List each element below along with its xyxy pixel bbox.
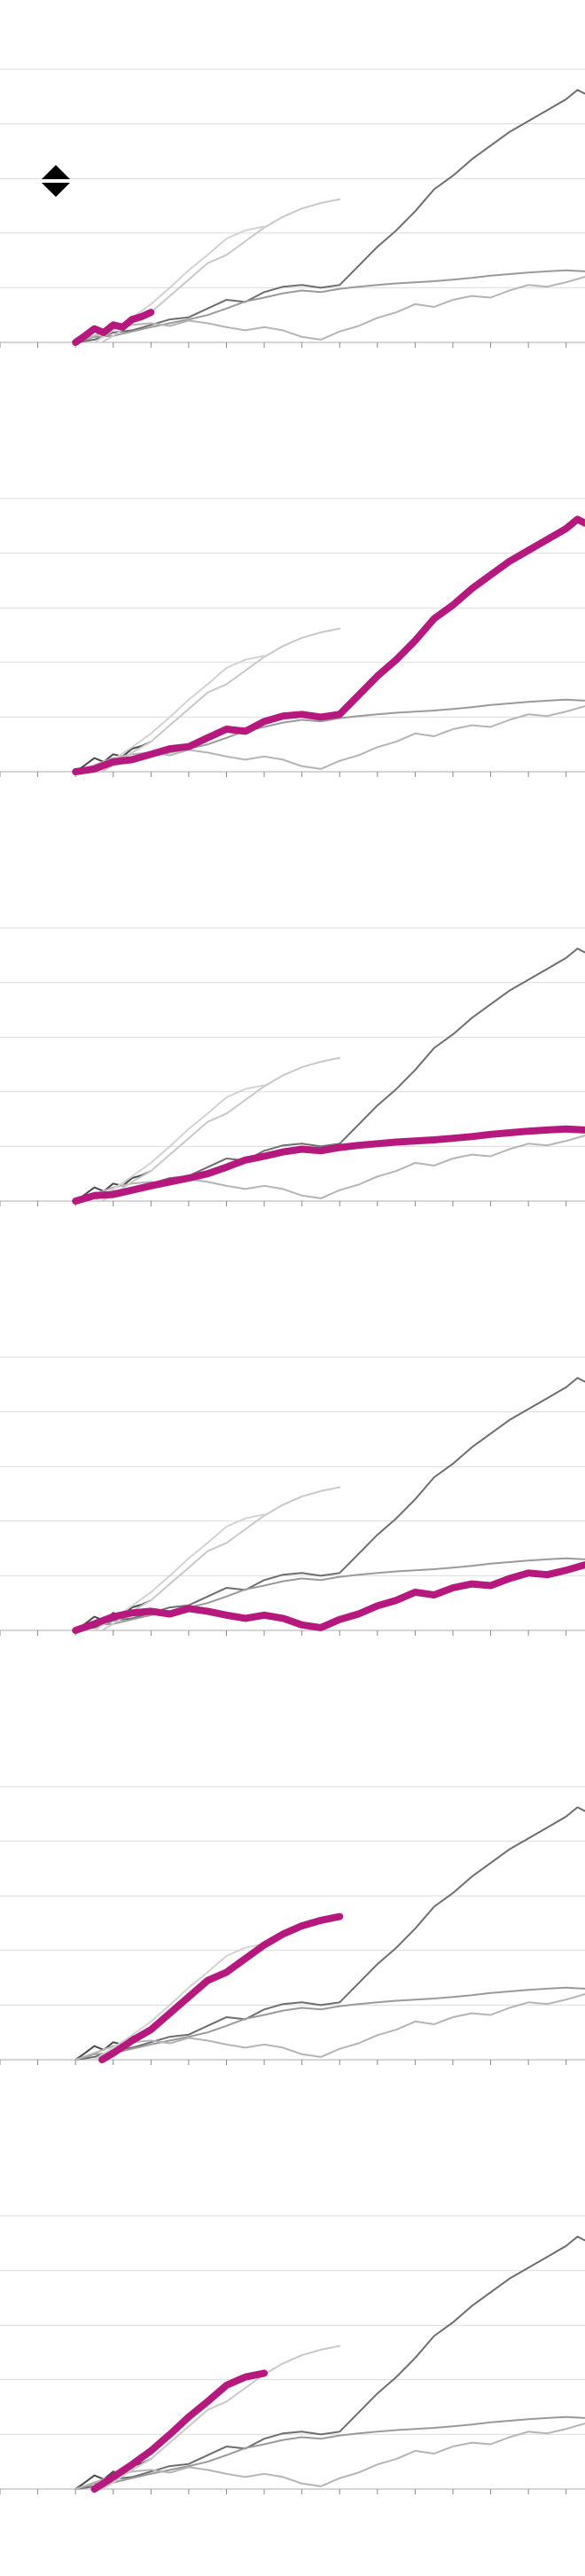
sort-down-arrow-icon: [42, 183, 70, 197]
highlighted-series-line: [72, 515, 585, 775]
series-line: [93, 1943, 266, 2061]
line-chart: [0, 1786, 585, 2065]
series-line: [74, 1599, 152, 1631]
sort-divider: [42, 180, 70, 182]
line-chart: [0, 498, 585, 777]
series-line: [74, 698, 585, 773]
series-line: [101, 2344, 341, 2490]
series-line: [74, 947, 585, 1202]
sort-up-arrow-icon: [42, 165, 70, 179]
series-line: [93, 1084, 266, 1202]
line-chart: [0, 2215, 585, 2494]
highlighted-series-line: [90, 2369, 269, 2493]
highlighted-series-line: [72, 309, 155, 346]
series-line: [74, 1986, 585, 2061]
series-line: [74, 2235, 585, 2490]
chart-panel: [0, 2147, 585, 2576]
line-chart: [0, 68, 585, 348]
chart-panel: [0, 1717, 585, 2147]
series-line: [74, 1557, 585, 1631]
series-line: [101, 1056, 341, 1202]
sort-arrows-icon: [42, 165, 70, 197]
series-line: [74, 1377, 585, 1631]
highlighted-series-line: [72, 1125, 585, 1205]
series-line: [74, 89, 585, 343]
series-line: [74, 2423, 585, 2490]
chart-panel: [0, 0, 585, 429]
series-line: [74, 741, 152, 773]
sort-toggle-icon[interactable]: [42, 165, 70, 197]
series-line: [74, 1806, 585, 2061]
chart-panel: [0, 859, 585, 1288]
series-line: [74, 269, 585, 343]
series-line: [74, 276, 585, 343]
series-line: [74, 1170, 152, 1202]
highlighted-series-line: [98, 1912, 344, 2063]
series-line: [101, 627, 341, 773]
series-line: [74, 1993, 585, 2061]
highlighted-series-line: [72, 1561, 585, 1634]
chart-panel: [0, 1288, 585, 1717]
chart-panel: [0, 429, 585, 859]
series-line: [93, 655, 266, 773]
line-chart: [0, 927, 585, 1206]
line-chart: [0, 1356, 585, 1636]
